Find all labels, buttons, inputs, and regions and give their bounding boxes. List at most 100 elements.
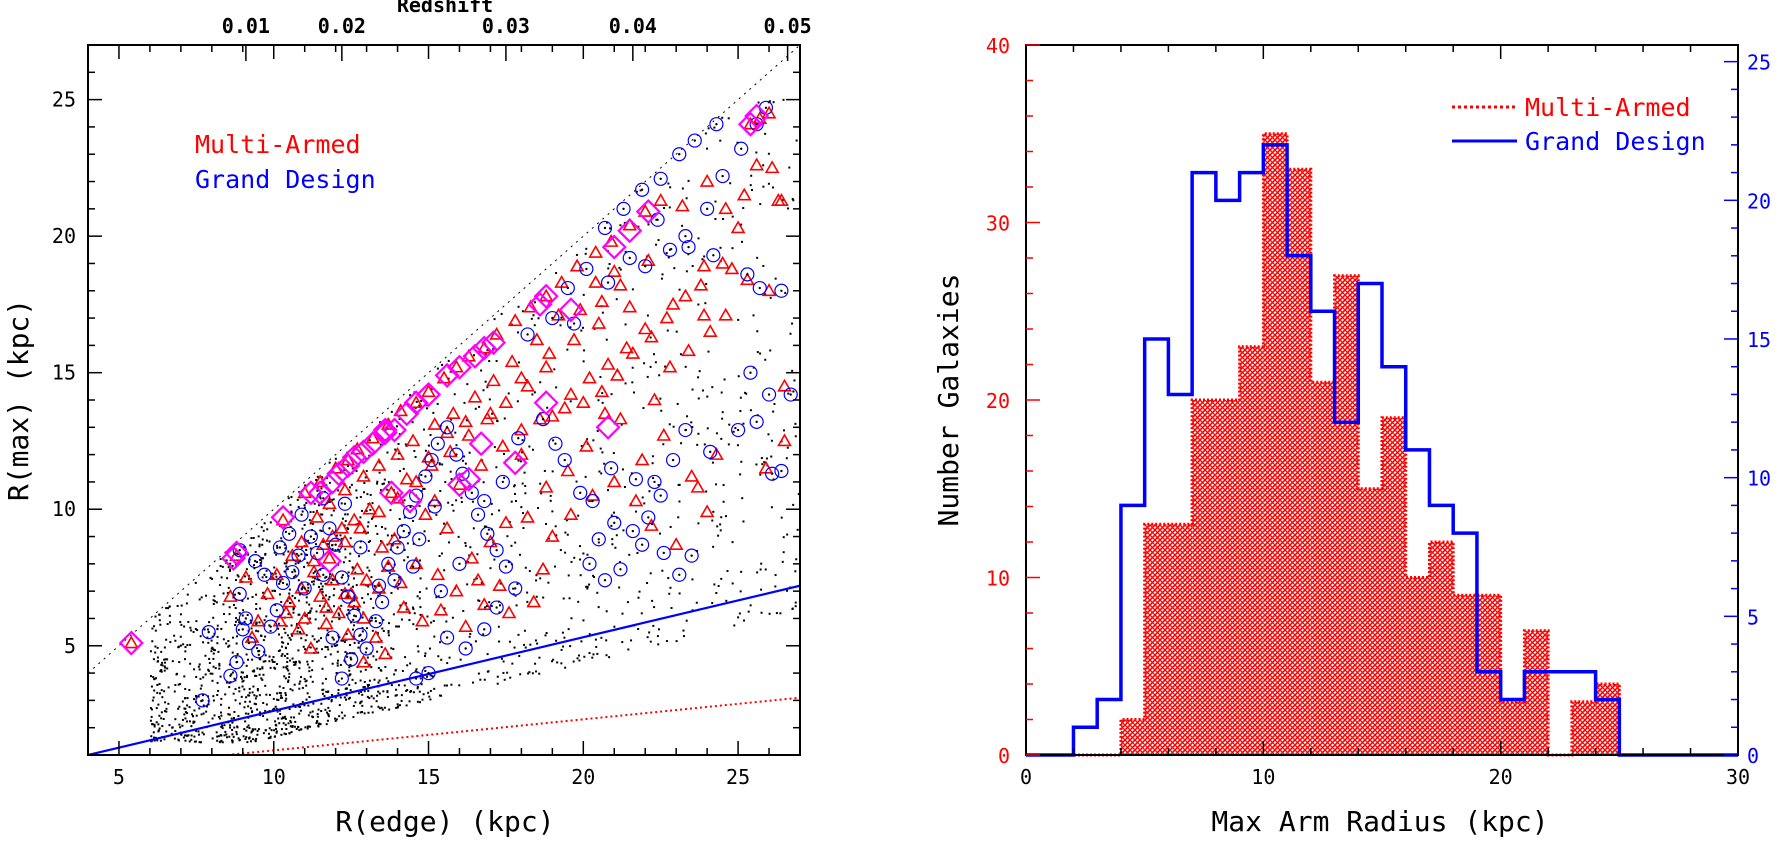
highlighted-point: [378, 480, 404, 506]
multi-armed-point: [479, 411, 495, 425]
grand-design-point-center: [349, 658, 353, 661]
grand-design-point-center: [278, 546, 282, 549]
grand-design-point-center: [585, 267, 588, 271]
multi-armed-point: [684, 468, 700, 482]
highlighted-point: [533, 283, 559, 309]
multi-armed-point: [309, 509, 325, 523]
grand-design-point-center: [374, 619, 378, 623]
grand-design-point: [396, 523, 411, 539]
hist-x-tick-label: 10: [1251, 765, 1275, 789]
grand-design-point-center: [300, 513, 303, 516]
multi-armed-point: [461, 427, 477, 441]
grand-design-point-center: [659, 494, 662, 497]
grand-design-point: [600, 275, 616, 290]
grand-design-point-center: [263, 573, 266, 576]
multi-armed-bar: [1571, 701, 1596, 755]
grand-design-point-center: [455, 453, 458, 456]
grand-design-point-center: [470, 491, 474, 495]
grand-design-point-center: [789, 393, 792, 396]
highlighted-point: [446, 354, 473, 380]
grand-design-point: [427, 499, 442, 514]
grand-design-point-center: [483, 628, 486, 631]
grand-design-point-center: [207, 630, 210, 634]
grand-design-point: [409, 488, 424, 503]
multi-armed-point: [396, 599, 412, 613]
grand-design-point-center: [380, 600, 384, 604]
multi-armed-point: [408, 395, 424, 409]
multi-armed-point: [458, 414, 474, 428]
grand-design-point: [508, 581, 523, 596]
multi-armed-point: [374, 539, 390, 553]
grand-design-point-center: [201, 699, 204, 702]
grand-design-point-center: [659, 177, 662, 181]
grand-design-point: [402, 504, 418, 520]
grand-design-point-center: [690, 554, 693, 557]
hist-legend-grand-design: Grand Design: [1525, 127, 1706, 156]
grand-design-point: [248, 554, 263, 569]
grand-design-point-center: [767, 393, 771, 396]
multi-armed-point: [541, 345, 557, 359]
grand-design-point-center: [622, 207, 625, 211]
hist-x-axis-title: Max Arm Radius (kpc): [1211, 805, 1548, 838]
multi-armed-point: [594, 384, 610, 398]
hist-y-tick-label: 10: [986, 567, 1010, 591]
grand-design-point: [641, 510, 656, 525]
grand-design-point: [353, 540, 368, 555]
grand-design-point: [229, 655, 244, 670]
grand-design-point: [520, 327, 535, 342]
grand-design-point-center: [281, 581, 285, 585]
multi-armed-point: [501, 605, 517, 619]
multi-armed-point: [736, 187, 752, 201]
grand-design-point: [761, 387, 777, 402]
multi-armed-point: [303, 640, 319, 654]
multi-armed-point: [557, 400, 573, 414]
grand-design-point: [653, 488, 668, 503]
multi-armed-point: [563, 386, 579, 400]
grand-design-point: [607, 515, 622, 530]
multi-armed-bar: [1382, 417, 1406, 755]
multi-armed-point: [449, 583, 464, 597]
multi-armed-point: [297, 610, 313, 624]
multi-armed-point: [665, 296, 681, 310]
multi-armed-point: [544, 408, 560, 422]
grand-design-point: [665, 452, 681, 468]
grand-design-point-center: [705, 207, 709, 211]
grand-design-point-center: [579, 491, 582, 495]
grand-design-point-center: [609, 467, 613, 470]
redshift-tick-label: 0.02: [318, 14, 366, 38]
multi-armed-point: [408, 474, 424, 488]
highlighted-point: [372, 417, 398, 443]
grand-design-point: [616, 201, 631, 216]
grand-design-point: [591, 532, 606, 547]
grand-design-point: [511, 431, 526, 446]
grand-design-point: [749, 414, 764, 429]
multi-armed-point: [514, 370, 529, 384]
multi-armed-point: [346, 512, 362, 526]
multi-armed-point: [507, 313, 523, 327]
multi-armed-point: [498, 515, 514, 529]
highlighted-point: [480, 330, 507, 356]
grand-design-point-center: [715, 122, 718, 126]
grand-design-point: [706, 248, 721, 263]
grand-design-point: [430, 436, 445, 451]
y-tick-label: 20: [52, 224, 76, 248]
multi-armed-point: [467, 389, 483, 403]
grand-design-point: [257, 567, 272, 582]
multi-armed-point: [613, 411, 628, 425]
grand-design-point-center: [684, 234, 687, 238]
grand-design-point: [765, 466, 780, 481]
multi-armed-point: [306, 564, 322, 578]
grand-design-point-center: [328, 527, 331, 530]
hist-y-axis-title: Number Galaxies: [932, 274, 965, 527]
grand-design-point: [449, 447, 464, 462]
grand-design-point-center: [353, 614, 356, 617]
grand-design-point-center: [424, 475, 427, 478]
grand-design-point-center: [418, 538, 421, 541]
hist-y-tick-label: 30: [986, 212, 1010, 236]
multi-armed-point: [674, 198, 690, 212]
grand-design-point: [730, 422, 746, 438]
multi-armed-point: [588, 244, 604, 258]
red-lower-limit-line: [227, 696, 800, 755]
grand-design-point: [647, 474, 662, 490]
multi-armed-bar: [1192, 400, 1216, 755]
